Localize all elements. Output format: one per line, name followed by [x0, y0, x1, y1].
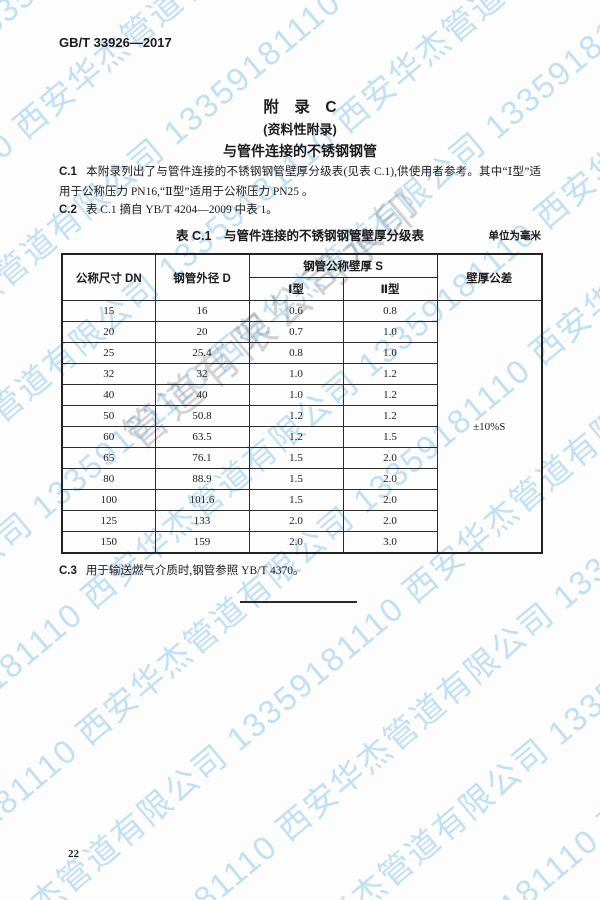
- page-number: 22: [68, 848, 79, 860]
- thickness-table: 公称尺寸 DN 钢管外径 D 钢管公称壁厚 S 壁厚公差 Ⅰ型 Ⅱ型 15 16…: [61, 253, 543, 554]
- cell-dn: 15: [61, 300, 156, 322]
- table-row: 20 20 0.7 1.0: [61, 321, 542, 343]
- standard-number: GB/T 33926—2017: [59, 35, 172, 50]
- cell-dn: 100: [61, 489, 156, 511]
- cell-od: 25.4: [154, 342, 250, 364]
- table-caption-row: 表 C.1 与管件连接的不锈钢钢管壁厚分级表 单位为毫米: [59, 225, 542, 243]
- cell-od: 32: [154, 363, 250, 385]
- col-header-type2: Ⅱ型: [342, 277, 438, 301]
- table-caption: 表 C.1 与管件连接的不锈钢钢管壁厚分级表: [176, 229, 424, 243]
- cell-dn: 125: [61, 510, 156, 532]
- col-header-thickness-group: 钢管公称壁厚 S: [248, 253, 438, 278]
- cell-type1: 2.0: [248, 531, 344, 554]
- end-divider: [240, 601, 357, 603]
- cell-od: 16: [154, 300, 250, 322]
- appendix-title: 附 录 C: [263, 99, 337, 116]
- cell-type1: 1.5: [248, 468, 344, 490]
- cell-type2: 2.0: [342, 510, 438, 532]
- cell-od: 40: [154, 384, 250, 406]
- cell-dn: 65: [61, 447, 156, 469]
- clause-c1-label: C.1: [59, 166, 77, 178]
- cell-od: 159: [154, 531, 250, 554]
- cell-type2: 2.0: [342, 447, 438, 469]
- clause-c3: C.3 用于输送燃气介质时,钢管参照 YB/T 4370。: [59, 562, 541, 582]
- cell-dn: 20: [61, 321, 156, 343]
- cell-type2: 1.2: [342, 384, 438, 406]
- clause-c3-label: C.3: [59, 565, 77, 577]
- cell-dn: 40: [61, 384, 156, 406]
- table-row: 80 88.9 1.5 2.0: [61, 468, 542, 490]
- cell-od: 88.9: [154, 468, 250, 490]
- cell-dn: 25: [61, 342, 156, 364]
- cell-type1: 2.0: [248, 510, 344, 532]
- clause-c2-label: C.2: [59, 204, 77, 216]
- table-row: 50 50.8 1.2 1.2: [61, 405, 542, 427]
- cell-type1: 0.7: [248, 321, 344, 343]
- cell-type1: 1.2: [248, 426, 344, 448]
- cell-type2: 1.2: [342, 405, 438, 427]
- table-row: 15 16 0.6 0.8 ±10%S: [61, 300, 543, 554]
- cell-type1: 1.2: [248, 405, 344, 427]
- clause-c1: C.1 本附录列出了与管件连接的不锈钢钢管壁厚分级表(见表 C.1),供使用者参考…: [59, 163, 541, 202]
- cell-dn: 32: [61, 363, 156, 385]
- cell-type1: 0.8: [248, 342, 344, 364]
- cell-type2: 2.0: [342, 489, 438, 511]
- cell-type2: 1.0: [342, 342, 438, 364]
- unit-note: 单位为毫米: [488, 231, 542, 242]
- clause-c2: C.2 表 C.1 摘自 YB/T 4204—2009 中表 1。: [59, 201, 541, 221]
- cell-dn: 60: [61, 426, 156, 448]
- clause-c1-text: 本附录列出了与管件连接的不锈钢钢管壁厚分级表(见表 C.1),供使用者参考。其中…: [59, 166, 541, 198]
- col-header-od: 钢管外径 D: [154, 253, 250, 301]
- appendix-heading: 与管件连接的不锈钢钢管: [223, 143, 377, 159]
- table-row: 100 101.6 1.5 2.0: [61, 489, 542, 511]
- cell-od: 76.1: [154, 447, 250, 469]
- cell-od: 101.6: [154, 489, 250, 511]
- cell-type1: 1.5: [248, 489, 344, 511]
- cell-type2: 2.0: [342, 468, 438, 490]
- cell-type1: 1.0: [248, 384, 344, 406]
- col-header-dn: 公称尺寸 DN: [61, 253, 156, 301]
- cell-type2: 1.5: [342, 426, 438, 448]
- table-row: 150 159 2.0 3.0: [61, 531, 542, 554]
- cell-dn: 50: [61, 405, 156, 427]
- cell-od: 20: [154, 321, 250, 343]
- cell-type2: 3.0: [342, 531, 438, 554]
- cell-type2: 1.0: [342, 321, 438, 343]
- appendix-subtitle: (资料性附录): [263, 122, 337, 137]
- cell-od: 63.5: [154, 426, 250, 448]
- col-header-type1: Ⅰ型: [248, 277, 344, 301]
- cell-dn: 80: [61, 468, 156, 490]
- cell-type2: 0.8: [342, 300, 438, 322]
- table-row: 65 76.1 1.5 2.0: [61, 447, 542, 469]
- clause-c3-text: 用于输送燃气介质时,钢管参照 YB/T 4370。: [85, 565, 305, 577]
- tolerance-value: ±10%S: [436, 300, 543, 554]
- cell-type2: 1.2: [342, 363, 438, 385]
- cell-type1: 0.6: [248, 300, 344, 322]
- cell-dn: 150: [61, 531, 156, 554]
- cell-type1: 1.5: [248, 447, 344, 469]
- cell-od: 50.8: [154, 405, 250, 427]
- cell-type1: 1.0: [248, 363, 344, 385]
- cell-od: 133: [154, 510, 250, 532]
- table-row: 125 133 2.0 2.0: [61, 510, 542, 532]
- table-row: 40 40 1.0 1.2: [61, 384, 542, 406]
- clause-c2-text: 表 C.1 摘自 YB/T 4204—2009 中表 1。: [85, 204, 278, 216]
- col-header-tolerance: 壁厚公差: [436, 253, 543, 301]
- table-row: 25 25.4 0.8 1.0: [61, 342, 542, 364]
